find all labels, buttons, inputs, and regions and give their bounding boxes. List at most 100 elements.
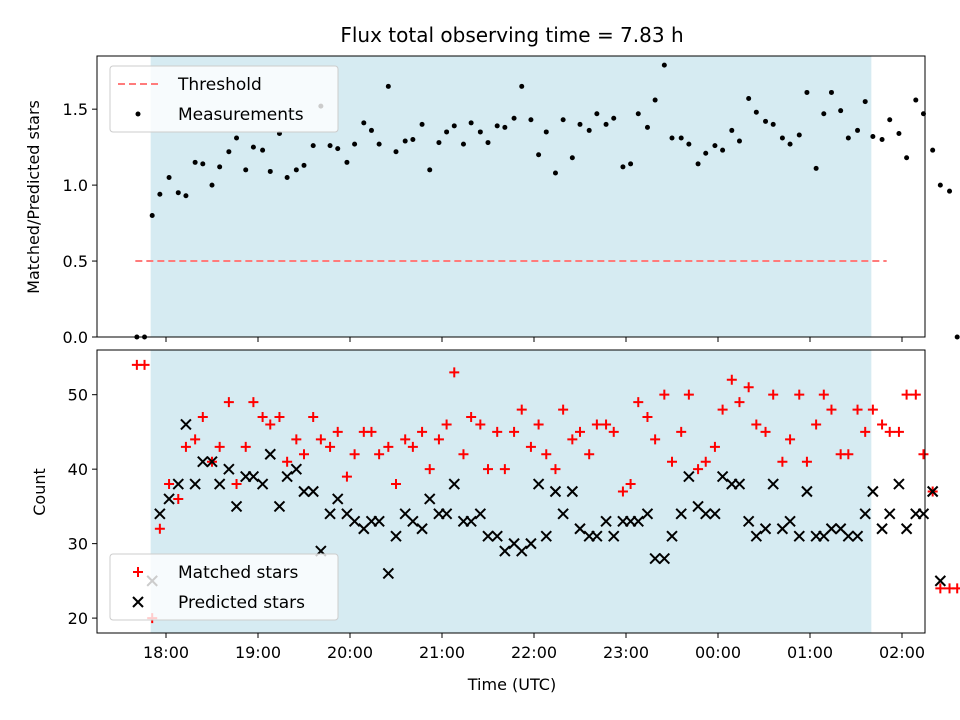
measurement-point: [543, 129, 549, 135]
predicted-star-point: [264, 448, 276, 460]
predicted-star-point: [842, 530, 855, 542]
matched-star-point: [667, 456, 677, 467]
predicted-star-point: [859, 508, 871, 520]
x-tick-label: 22:00: [511, 643, 557, 662]
legend-matched-label: Matched stars: [178, 563, 298, 583]
measurement-point: [635, 111, 641, 117]
predicted-star-point: [608, 530, 620, 542]
matched-star-point: [383, 441, 394, 452]
measurement-point: [804, 89, 810, 95]
measurement-point: [494, 123, 500, 129]
top-legend: Threshold Measurements: [109, 65, 339, 133]
top-x-ticks: [165, 337, 903, 342]
x-axis-label: Time (UTC): [467, 675, 556, 694]
legend-threshold-label: Threshold: [177, 75, 262, 95]
matched-star-point: [717, 404, 728, 415]
predicted-star-point: [934, 575, 947, 587]
predicted-star-point: [273, 500, 286, 513]
matched-star-point: [466, 412, 477, 423]
measurement-point: [845, 135, 851, 141]
matched-star-point: [190, 434, 201, 445]
measurement-point: [763, 118, 769, 124]
matched-star-point: [550, 464, 561, 475]
predicted-star-point: [382, 567, 395, 580]
matched-star-point: [173, 493, 184, 504]
matched-star-point: [541, 449, 552, 460]
matched-star-point: [433, 434, 444, 445]
predicted-star-point: [440, 508, 453, 520]
y-tick-label: 0.0: [63, 328, 88, 347]
measurement-point: [611, 115, 617, 121]
matched-star-point: [811, 419, 822, 430]
x-tick-label: 01:00: [787, 643, 833, 662]
predicted-star-point: [759, 523, 772, 535]
matched-star-point: [608, 426, 619, 437]
bottom-legend: Matched stars Predicted stars: [109, 553, 339, 621]
matched-star-point: [700, 456, 711, 467]
measurement-point: [511, 115, 517, 121]
bottom-x-axis: 18:00 19:00 20:00 21:00 22:00 23:00 00:00 01:00…: [143, 633, 925, 662]
matched-star-point: [499, 464, 510, 475]
matched-star-point: [332, 426, 343, 437]
predicted-star-point: [298, 485, 310, 498]
measurement-point: [519, 83, 525, 89]
measurement-point: [327, 143, 333, 149]
predicted-star-point: [900, 523, 913, 535]
predicted-star-point: [716, 470, 729, 483]
matched-star-point: [642, 412, 653, 423]
matched-star-point: [154, 523, 165, 534]
predicted-star-point: [784, 515, 796, 527]
x-tick-label: 18:00: [143, 643, 189, 662]
matched-star-point: [935, 583, 946, 594]
matched-star-point: [223, 397, 234, 408]
measurement-point: [376, 141, 382, 147]
top-y-axis: 0.0 0.5 1.0 1.5: [63, 100, 97, 347]
measurement-point: [477, 129, 483, 135]
y-tick-label: 1.0: [63, 176, 88, 195]
matched-star-point: [231, 479, 242, 490]
matched-star-point: [441, 419, 452, 430]
measurement-point: [644, 124, 650, 130]
matched-star-point: [291, 434, 302, 445]
legend-predicted-label: Predicted stars: [178, 593, 305, 613]
measurement-point: [234, 135, 240, 141]
matched-star-point: [349, 449, 360, 460]
predicted-star-point: [742, 515, 755, 527]
matched-star-point: [374, 449, 385, 460]
matched-star-point: [901, 389, 912, 400]
measurement-point: [226, 149, 232, 155]
matched-star-point: [683, 389, 694, 400]
bottom-y-axis: 20 30 40 50: [68, 386, 97, 628]
measurement-point: [813, 165, 819, 171]
measurement-point: [157, 191, 163, 197]
matched-star-point: [424, 464, 435, 475]
predicted-star-point: [649, 552, 661, 565]
measurement-point: [149, 212, 155, 218]
chart-title: Flux total observing time = 7.83 h: [340, 23, 683, 47]
measurement-point: [361, 120, 367, 126]
predicted-star-point: [424, 493, 436, 505]
bottom-legend-box: [109, 553, 339, 621]
matched-star-point: [274, 412, 285, 423]
matched-star-point: [516, 404, 527, 415]
bottom-y-axis-label: Count: [30, 468, 49, 516]
x-tick-label: 00:00: [695, 643, 741, 662]
measurement-point: [586, 127, 592, 133]
predicted-star-point: [825, 523, 838, 535]
matched-star-point: [475, 419, 486, 430]
matched-star-point: [483, 464, 493, 475]
predicted-star-point: [213, 478, 226, 490]
measurement-point: [569, 155, 575, 161]
top-axes-frame: [96, 55, 926, 338]
measurement-point: [862, 99, 868, 105]
measurement-point: [502, 124, 508, 130]
measurement-point: [536, 152, 542, 158]
matched-star-point: [826, 404, 837, 415]
matched-star-point: [633, 397, 644, 408]
matched-star-point: [509, 426, 520, 437]
measurement-point: [310, 143, 316, 149]
measurement-point: [753, 109, 759, 115]
matched-star-point: [214, 441, 225, 452]
matched-star-point: [952, 583, 960, 594]
matched-star-point: [918, 449, 929, 460]
